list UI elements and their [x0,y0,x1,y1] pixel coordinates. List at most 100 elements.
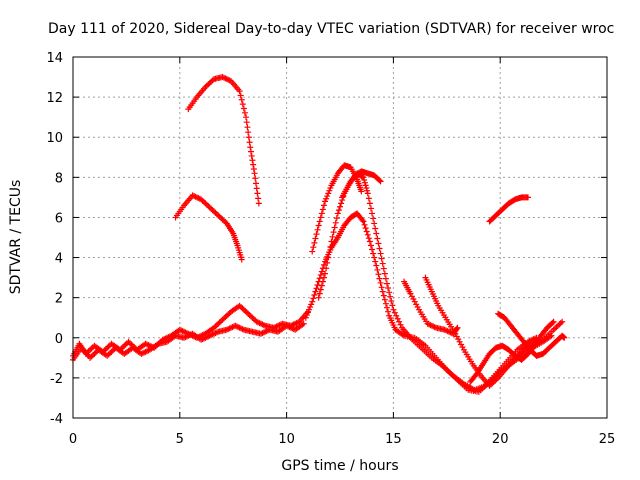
data-point [378,255,385,262]
data-point [246,139,253,146]
data-point [324,259,331,266]
y-tick-label: -2 [50,372,63,387]
data-point [311,239,318,246]
data-point [358,188,365,195]
data-point [364,187,371,194]
data-point [312,235,319,242]
data-point [330,229,337,236]
data-point [320,274,327,281]
data-point [561,334,568,341]
data-point [309,248,316,255]
data-point [385,284,392,291]
track-evening-arcs-b [467,318,557,385]
data-point [530,344,537,351]
data-point [244,124,251,131]
data-point [314,226,321,233]
data-point [325,190,332,197]
track-main-a [302,210,555,395]
data-point [377,279,384,286]
data-point [309,298,316,305]
data-point [310,295,317,302]
data-point [250,165,257,172]
data-point [361,221,368,228]
chart-title: Day 111 of 2020, Sidereal Day-to-day VTE… [48,21,614,37]
y-tick-label: 4 [55,252,63,267]
y-tick-label: 8 [55,171,63,186]
data-point [362,182,369,189]
data-point [323,195,330,202]
track-low-activity-b [70,320,307,363]
data-point [250,161,257,168]
plot-frame [72,56,608,419]
data-point [360,174,367,181]
data-point [240,105,247,112]
data-point [306,306,313,313]
data-point [386,289,393,296]
data-point [247,144,254,151]
data-point [307,304,314,311]
data-point [380,292,387,299]
data-point [365,235,372,242]
x-tick-label: 15 [385,432,402,447]
data-point [238,256,245,263]
y-tick-labels: -4 -2 0 2 4 6 8 10 12 14 [46,51,63,427]
data-point [255,200,262,207]
data-point [376,245,383,252]
data-point [374,266,381,273]
data-point [325,254,332,261]
data-point [359,173,366,180]
data-point [252,175,259,182]
data-point [381,270,388,277]
data-point [313,231,320,238]
data-point [388,298,395,305]
y-tick-label: 2 [55,292,63,307]
data-point [317,214,324,221]
data-point [303,312,310,319]
data-point [366,200,373,207]
data-point [310,244,317,251]
data-point [559,318,566,325]
data-series [70,74,568,395]
data-point [377,250,384,257]
data-point [324,193,331,200]
data-point [318,282,325,289]
data-point [329,233,336,240]
data-point [322,198,329,205]
data-point [359,217,366,224]
data-point [327,243,334,250]
data-point [369,210,376,217]
data-point [245,129,252,136]
track-evening-rise [486,194,531,225]
data-point [396,318,403,325]
data-point [374,235,381,242]
data-point [319,206,326,213]
data-point [304,309,311,316]
data-point [333,215,340,222]
data-point [248,148,254,155]
data-point [360,218,367,225]
data-point [337,203,343,210]
y-axis-title: SDTVAR / TECUs [8,180,24,295]
data-point [320,261,327,268]
data-point [363,228,370,235]
data-point [391,309,398,316]
data-point [323,265,330,272]
data-point [376,177,383,184]
track-peak-7 [172,192,245,263]
track-main-c [309,162,365,255]
data-point [255,195,262,202]
y-tick-label: 12 [46,91,63,106]
data-point [318,210,325,217]
data-point [332,219,339,226]
data-point [238,96,245,103]
data-point [254,190,261,197]
data-point [318,268,325,275]
x-tick-label: 5 [176,432,184,447]
data-point [375,271,382,278]
data-point [237,92,244,99]
x-tick-label: 10 [278,432,295,447]
data-point [383,280,390,287]
data-point [371,220,378,227]
data-point [382,275,389,282]
